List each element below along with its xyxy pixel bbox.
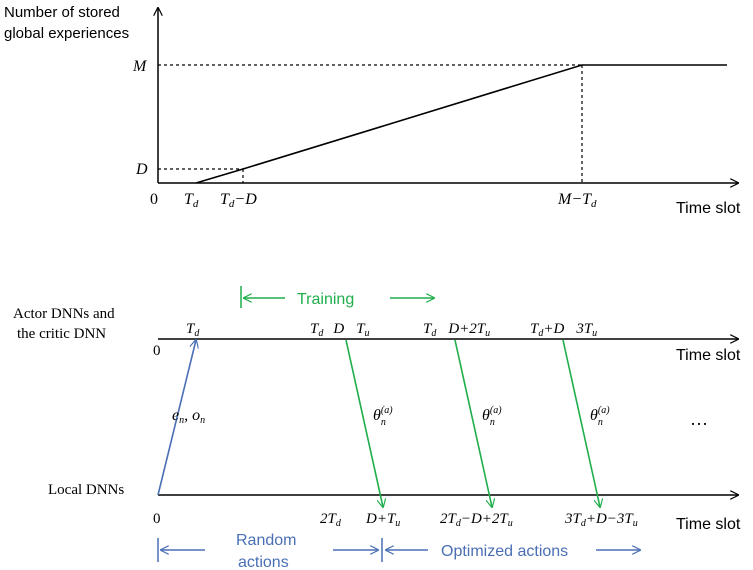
lower-tick-2Td: 2Td bbox=[320, 511, 342, 529]
training-timeline: Training Actor DNNs and the critic DNN L… bbox=[13, 286, 741, 570]
time-slot-upper: Time slot bbox=[676, 347, 741, 364]
actor-critic-label-line2: the critic DNN bbox=[17, 326, 106, 342]
lower-tick-3Td-plus-D-minus-3Tu: 3Td+D−3Tu bbox=[564, 511, 638, 529]
x-tick-M-minus-Td: M−Td bbox=[557, 191, 597, 210]
experience-growth-chart: Number of stored global experiences M D … bbox=[4, 4, 741, 217]
x-axis-label-top: Time slot bbox=[676, 200, 741, 217]
parameter-arrow-1 bbox=[345, 339, 383, 507]
upper-tick-Td-D-2Tu: Td D+2Tu bbox=[423, 321, 490, 339]
origin-lower: 0 bbox=[153, 511, 161, 527]
time-slot-lower: Time slot bbox=[676, 516, 741, 533]
y-tick-M: M bbox=[132, 58, 148, 75]
y-tick-D: D bbox=[135, 161, 148, 178]
stored-experiences-curve bbox=[195, 64, 727, 184]
upper-tick-Td-D-Tu: Td D Tu bbox=[310, 321, 370, 339]
origin-upper: 0 bbox=[153, 343, 161, 359]
upper-tick-Td: Td bbox=[186, 321, 200, 339]
y-axis-label-line1: Number of stored bbox=[4, 4, 120, 21]
y-axis-label-line2: global experiences bbox=[4, 25, 129, 42]
theta-label-3: θn(a) bbox=[590, 405, 610, 428]
ellipsis: … bbox=[690, 409, 708, 429]
upper-tick-Td-plus-D-3Tu: Td+D 3Tu bbox=[530, 321, 597, 339]
origin-label-top: 0 bbox=[150, 191, 158, 208]
theta-label-2: θn(a) bbox=[482, 405, 502, 428]
experience-upload-arrow bbox=[157, 340, 196, 496]
parameter-arrow-3 bbox=[562, 339, 600, 507]
local-dnns-label: Local DNNs bbox=[48, 482, 124, 498]
random-actions-label-line2: actions bbox=[238, 554, 289, 570]
lower-tick-2Td-minus-D-plus-2Tu: 2Td−D+2Tu bbox=[440, 511, 513, 529]
lower-tick-D-plus-Tu: D+Tu bbox=[365, 511, 400, 529]
random-actions-label-line1: Random bbox=[236, 532, 296, 549]
parameter-arrow-2 bbox=[454, 339, 492, 507]
actor-critic-label-line1: Actor DNNs and bbox=[13, 306, 115, 322]
optimized-actions-label: Optimized actions bbox=[441, 543, 568, 560]
theta-label-1: θn(a) bbox=[373, 405, 393, 428]
training-label: Training bbox=[297, 291, 354, 308]
experience-observation-label: en, on bbox=[172, 407, 205, 426]
x-tick-Td-minus-D: Td−D bbox=[220, 191, 257, 210]
x-tick-Td: Td bbox=[184, 191, 199, 210]
